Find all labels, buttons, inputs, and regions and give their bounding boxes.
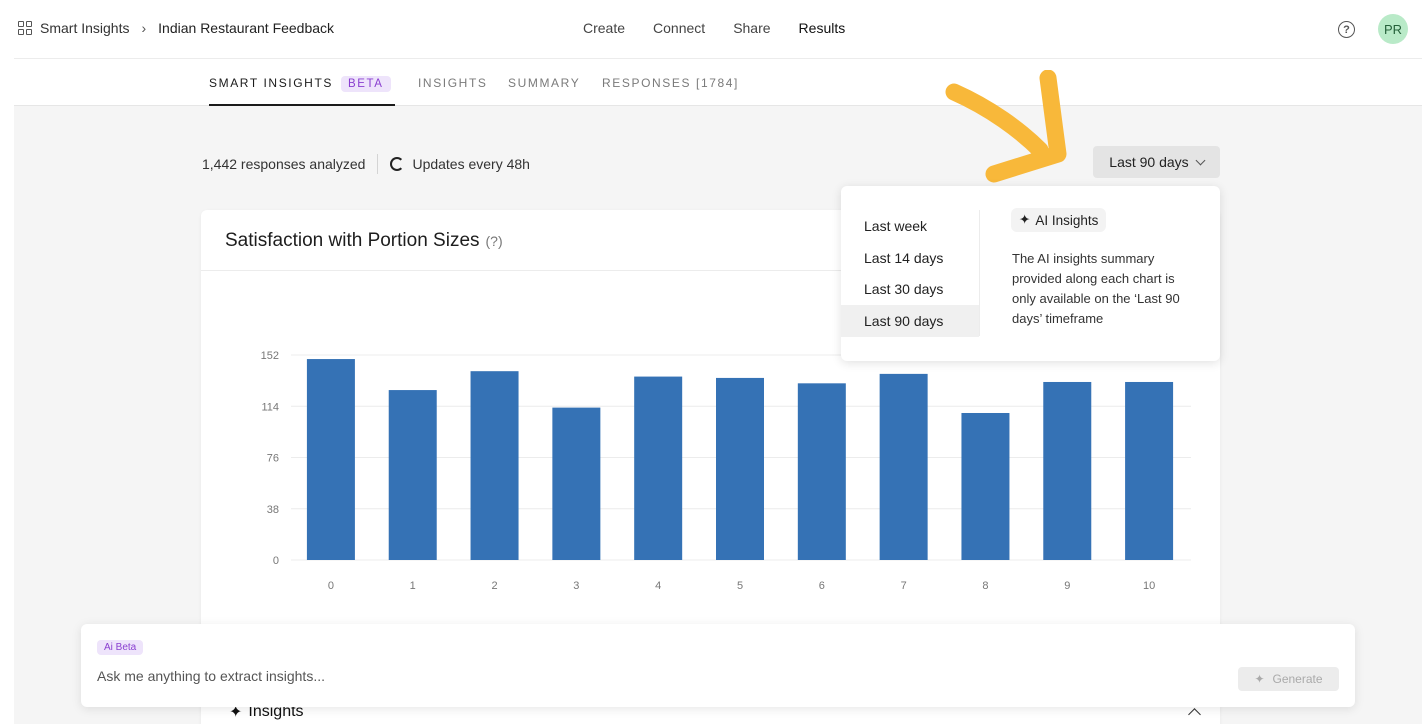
x-tick-label: 2 [491,580,497,592]
bar-0[interactable] [306,359,355,560]
bar-5[interactable] [716,377,764,560]
stats-divider [377,154,379,174]
range-option-last-14-days[interactable]: Last 14 days [864,250,944,266]
bar-9[interactable] [1043,381,1092,560]
menu-divider [979,210,980,336]
tab-insights[interactable]: INSIGHTS [418,76,488,90]
ai-insights-chip-label: AI Insights [1035,212,1099,228]
ai-insights-chip: ✦ AI Insights [1011,208,1107,232]
bar-4[interactable] [634,376,683,560]
top-divider [14,58,1422,59]
annotation-arrow-icon [945,70,1067,183]
tab-smart-insights-label: SMART INSIGHTS [209,76,333,90]
bar-chart: 0 38 76 114 152 0 1 2 3 4 5 6 7 8 9 10 [261,350,1191,592]
x-tick-label: 8 [982,580,988,592]
range-option-last-30-days[interactable]: Last 30 days [864,281,944,297]
y-tick-label: 38 [267,504,279,516]
sparkle-icon: ✦ [1019,212,1031,227]
x-tick-label: 3 [573,580,579,592]
date-range-label: Last 90 days [1109,154,1189,170]
refresh-icon [390,157,405,171]
card-title: Satisfaction with Portion Sizes (?) [225,230,503,252]
bar-6[interactable] [797,383,846,560]
insights-section-label: Insights [248,703,304,720]
nav-create[interactable]: Create [583,20,626,36]
bar-3[interactable] [552,407,601,560]
breadcrumb-root[interactable]: Smart Insights [40,20,130,36]
active-tab-underline [209,104,395,106]
date-range-menu: Last week Last 14 days Last 30 days Last… [841,186,1220,361]
grid-icon[interactable] [18,21,32,35]
bar-8[interactable] [961,412,1010,560]
card-divider [201,270,1220,271]
top-nav: Create Connect Share Results [583,20,845,36]
range-option-last-90-days[interactable]: Last 90 days [841,305,979,337]
y-tick-label: 114 [261,401,279,413]
bar-10[interactable] [1125,381,1174,560]
sparkle-icon: ✦ [1254,672,1265,686]
x-tick-label: 7 [901,580,907,592]
sub-nav: SMART INSIGHTS BETA INSIGHTS SUMMARY RESP… [14,59,1422,106]
x-tick-label: 6 [819,580,825,592]
y-tick-label: 152 [261,350,279,362]
tab-responses[interactable]: RESPONSES [1784] [602,76,739,90]
breadcrumb-current: Indian Restaurant Feedback [158,20,335,36]
y-tick-label: 0 [273,555,279,567]
date-range-dropdown[interactable]: Last 90 days [1093,146,1220,178]
tab-summary[interactable]: SUMMARY [508,76,581,90]
help-icon[interactable]: ? [1338,21,1355,38]
bar-2[interactable] [470,371,519,560]
beta-badge: BETA [340,76,391,92]
generate-button[interactable]: ✦ Generate [1238,667,1339,691]
nav-connect[interactable]: Connect [653,20,706,36]
generate-label: Generate [1272,672,1323,686]
bar-7[interactable] [879,373,928,560]
x-tick-label: 4 [655,580,661,592]
breadcrumb: Smart Insights › Indian Restaurant Feedb… [18,20,334,36]
x-tick-label: 5 [737,580,743,592]
help-question-icon[interactable]: (?) [485,233,503,249]
top-bar: Smart Insights › Indian Restaurant Feedb… [0,0,1422,58]
avatar[interactable]: PR [1378,14,1408,44]
chevron-down-icon [1195,155,1206,165]
tab-smart-insights[interactable]: SMART INSIGHTS BETA [209,76,391,92]
bar-1[interactable] [388,390,437,560]
ask-ai-panel: Ai Beta ✦ Generate [81,624,1355,707]
x-tick-label: 9 [1064,580,1070,592]
ai-beta-badge: Ai Beta [97,640,144,655]
chevron-right-icon: › [141,20,147,36]
y-tick-label: 76 [267,453,279,465]
sparkle-icon: ✦ [229,704,243,721]
stats-row: 1,442 responses analyzed Updates every 4… [202,154,530,174]
ask-input[interactable] [97,668,1197,684]
range-option-last-week[interactable]: Last week [864,218,928,234]
x-tick-label: 0 [328,580,334,592]
card-title-text: Satisfaction with Portion Sizes [225,230,480,251]
ai-insights-note: The AI insights summary provided along e… [1012,251,1180,326]
nav-share[interactable]: Share [733,20,771,36]
nav-results[interactable]: Results [798,20,846,36]
responses-analyzed: 1,442 responses analyzed [202,156,366,172]
insights-section-header[interactable]: ✦ Insights [229,702,304,722]
update-frequency: Updates every 48h [412,156,530,172]
x-tick-label: 10 [1143,580,1155,592]
x-tick-label: 1 [410,580,416,592]
